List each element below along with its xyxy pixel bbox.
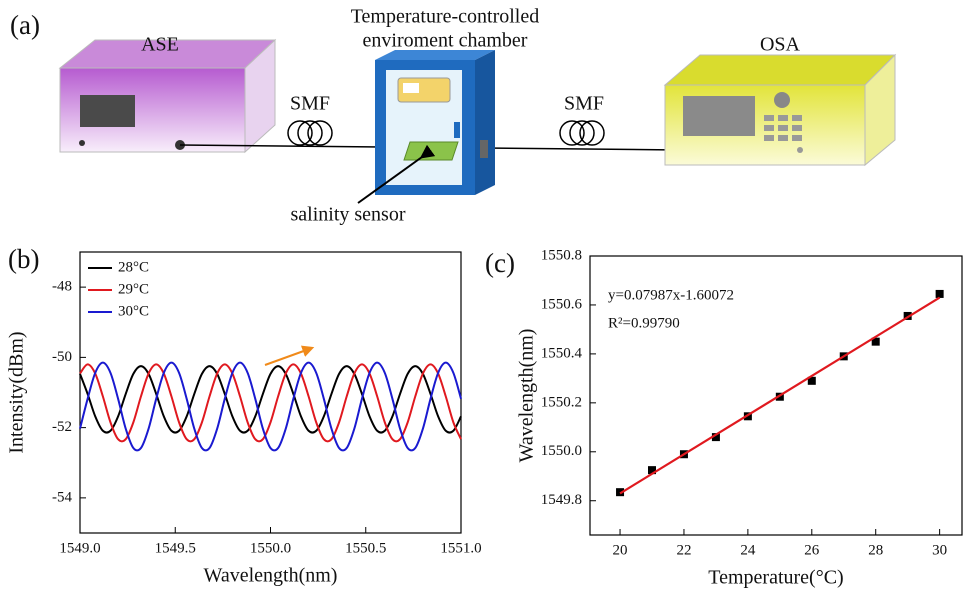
y-axis-label: Intensity(dBm) [6,331,28,453]
osa-buttons [764,115,803,153]
series-line [79,363,462,443]
sensor [403,141,459,161]
x-tick-label: 1550.0 [250,540,291,556]
smf-coil [287,120,605,146]
ase-screen [80,95,135,127]
annotation: R²=0.99790 [608,315,680,331]
shift-arrow [264,345,315,366]
x-tick-label: 1550.5 [345,540,386,556]
plot-frame [589,255,963,536]
annotation: y=0.07987x-1.60072 [608,287,734,303]
legend-label: 30°C [118,303,149,319]
osa-top [663,54,897,86]
chamber-port [480,140,488,158]
smf-label: SMF [564,93,604,115]
y-tick-label: -54 [52,489,72,505]
legend-label: 29°C [118,281,149,297]
ase-dot [79,140,85,146]
series-line [79,365,462,434]
series-line [79,361,462,452]
osa-label: OSA [760,34,801,56]
x-tick-label: 24 [740,542,756,558]
x-tick-label: 1549.0 [59,540,100,556]
x-axis-label: Temperature(°C) [708,567,843,589]
data-point [935,289,944,298]
control-display [403,83,419,93]
y-tick-label: -50 [52,349,72,365]
osa-screen [683,96,755,136]
chamber-side [475,50,495,195]
y-axis-label: Wavelength(nm) [516,329,538,463]
x-axis-label: Wavelength(nm) [204,565,338,587]
osa-knob [774,92,790,108]
panel-label: (c) [485,248,515,278]
chamber-top [375,50,495,60]
x-tick-label: 1549.5 [155,540,196,556]
y-tick-label: -52 [52,419,72,435]
chamber-label: Temperature-controlled [351,6,540,28]
chamber-label: enviroment chamber [363,30,528,52]
ase-label: ASE [141,34,179,56]
y-tick-label: 1549.8 [541,492,582,508]
y-tick-label: 1550.8 [541,247,582,263]
sensor-label: salinity sensor [291,204,406,226]
y-tick-label: 1550.4 [541,345,583,361]
data-point [807,376,816,385]
x-tick-label: 26 [804,542,820,558]
y-tick-label: -48 [52,279,72,295]
x-tick-label: 22 [676,542,691,558]
setup-diagram: (a) ASE SMF SMF Temperature-controlled e… [10,6,897,226]
x-tick-label: 28 [868,542,883,558]
sensor-arrow [357,144,436,204]
data-point [871,337,880,346]
smf-label: SMF [290,93,330,115]
y-tick-label: 1550.0 [541,443,582,459]
panel-label: (b) [8,244,39,274]
panel-label: (a) [10,10,40,40]
x-tick-label: 30 [932,542,947,558]
data-point [711,433,720,442]
chamber-handle [454,122,460,138]
fit-line [619,296,941,495]
data-point [648,466,656,475]
x-tick-label: 20 [613,542,628,558]
y-tick-label: 1550.2 [541,394,582,410]
y-tick-label: 1550.6 [541,296,583,312]
x-tick-label: 1551.0 [440,540,481,556]
legend-label: 28°C [118,259,149,275]
